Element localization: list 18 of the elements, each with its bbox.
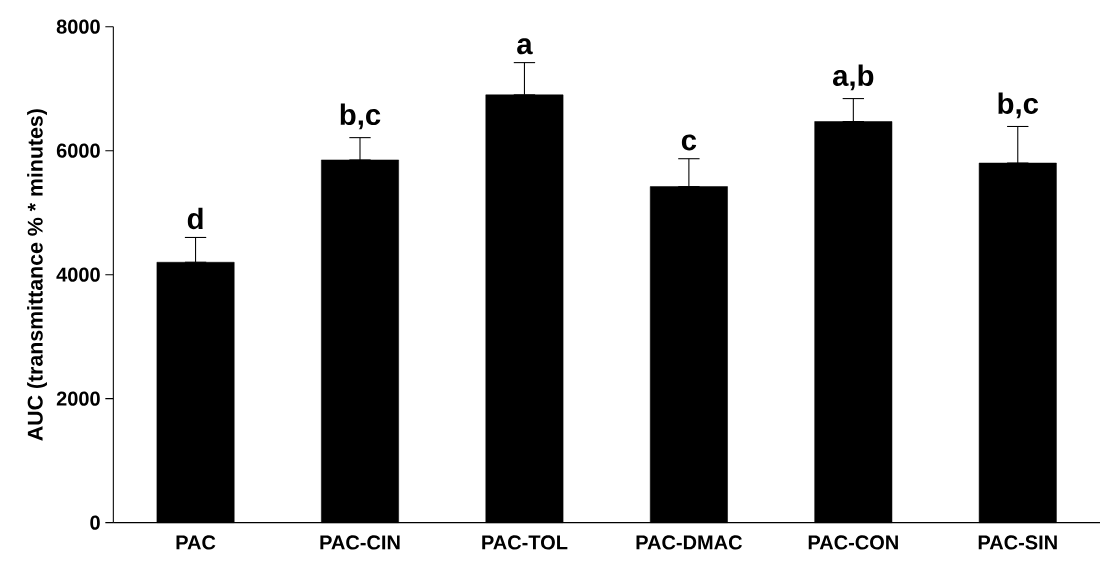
x-tick-label: PAC-TOL bbox=[482, 535, 568, 550]
y-tick-label: 4000 bbox=[56, 267, 100, 282]
annotation: d bbox=[187, 207, 203, 230]
x-tick-label: PAC bbox=[176, 535, 216, 550]
annotation: b,c bbox=[340, 103, 381, 130]
y-tick-label: 0 bbox=[90, 515, 100, 530]
x-tick-label: PAC-CON bbox=[808, 535, 898, 550]
x-tick-label: PAC-DMAC bbox=[636, 535, 743, 550]
x-tick-label: PAC-CIN bbox=[320, 535, 400, 550]
annotation: c bbox=[681, 134, 697, 151]
annotation: a bbox=[517, 38, 533, 55]
y-axis-title: AUC (transmittance % * minutes) bbox=[27, 109, 47, 441]
annotation: a,b bbox=[833, 64, 874, 91]
y-tick-label: 8000 bbox=[56, 19, 100, 34]
annotation: b,c bbox=[998, 92, 1039, 119]
y-tick-label: 2000 bbox=[56, 391, 100, 406]
y-tick-label: 6000 bbox=[56, 143, 100, 158]
x-tick-label: PAC-SIN bbox=[978, 535, 1057, 550]
